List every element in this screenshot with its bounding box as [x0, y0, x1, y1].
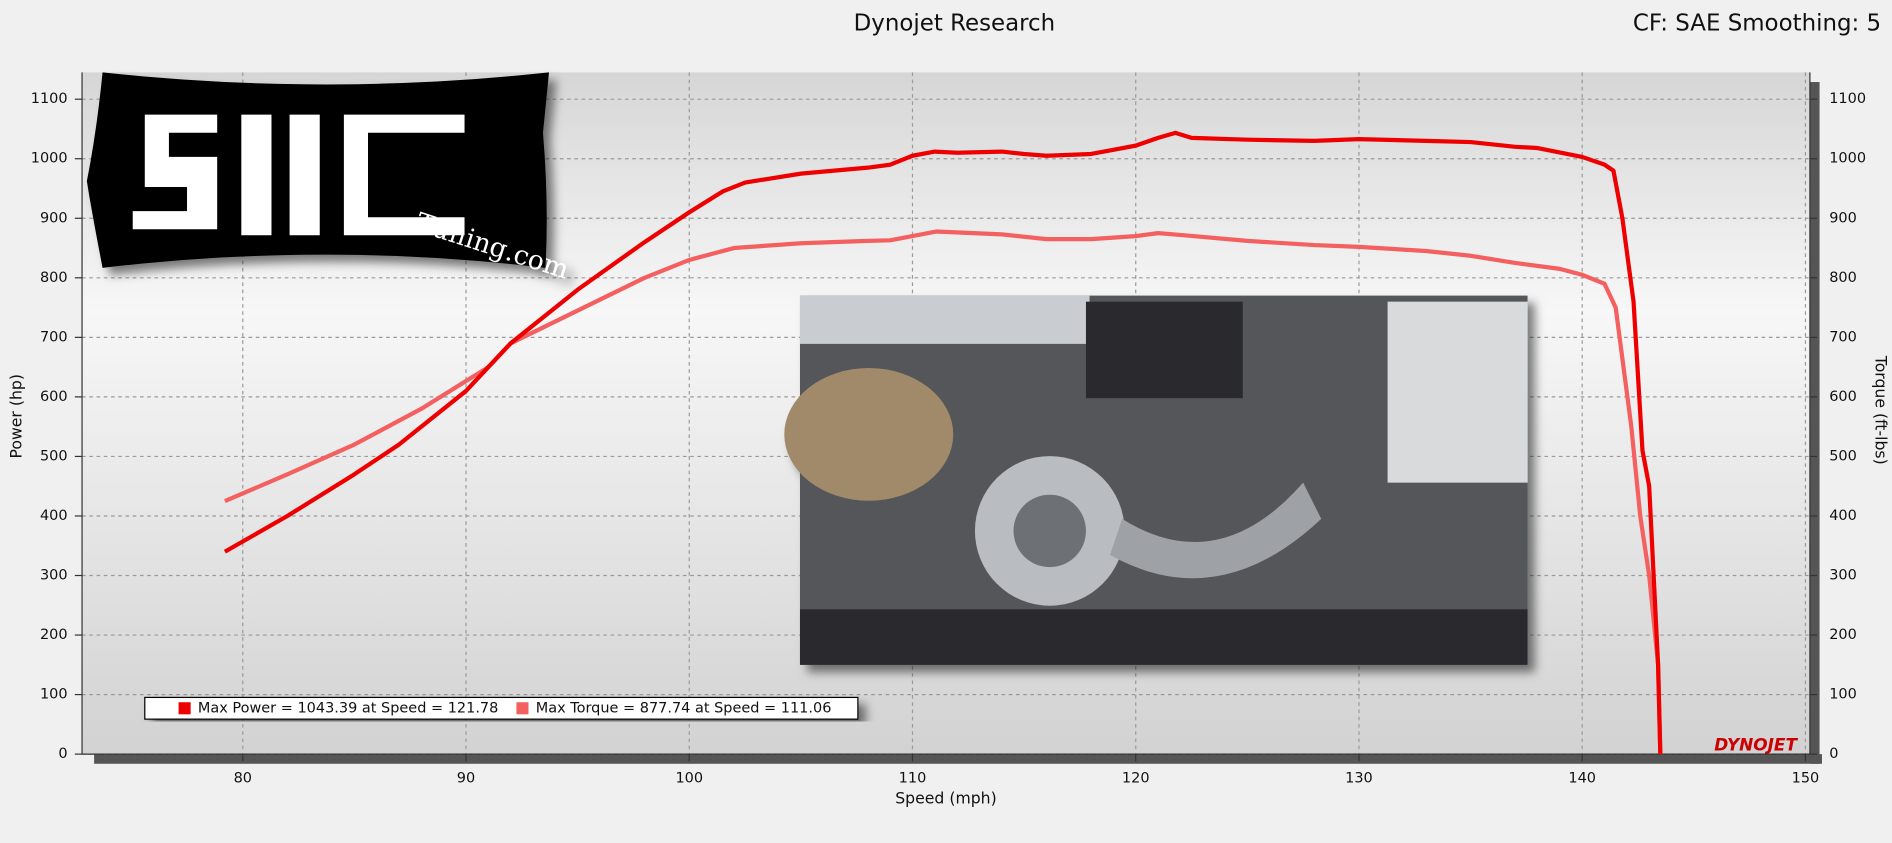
legend-label: Max Torque = 877.74 at Speed = 111.06: [536, 700, 832, 716]
y2-tick-label: 100: [1829, 687, 1857, 703]
y-tick-label: 0: [58, 746, 67, 762]
y2-tick-label: 1000: [1829, 151, 1866, 167]
y2-tick-label: 0: [1829, 746, 1838, 762]
y-tick-label: 100: [40, 687, 68, 703]
y-tick-label: 300: [40, 568, 68, 584]
x-tick-label: 120: [1122, 770, 1150, 786]
x-tick-label: 100: [675, 770, 703, 786]
y-tick-label: 700: [40, 329, 68, 345]
legend-swatch: [178, 702, 191, 715]
x-tick-label: 130: [1345, 770, 1373, 786]
y-tick-label: 500: [40, 448, 68, 464]
x-tick-label: 80: [234, 770, 252, 786]
y2-tick-label: 900: [1829, 210, 1857, 226]
y2-axis-label: Torque (ft-lbs): [1871, 355, 1890, 465]
x-tick-label: 140: [1568, 770, 1596, 786]
y2-tick-label: 600: [1829, 389, 1857, 405]
y2-tick-label: 200: [1829, 627, 1857, 643]
x-tick-label: 90: [457, 770, 475, 786]
x-tick-label: 150: [1792, 770, 1820, 786]
y-tick-label: 600: [40, 389, 68, 405]
chart-subtitle: CF: SAE Smoothing: 5: [1633, 11, 1881, 37]
line-series: [224, 229, 1663, 755]
axis-shadow: [1809, 82, 1820, 764]
logo: Tuning.com: [86, 72, 573, 286]
y2-tick-label: 400: [1829, 508, 1857, 524]
axis-shadow: [94, 754, 1822, 764]
y2-tick-label: 800: [1829, 270, 1857, 286]
x-tick-label: 110: [899, 770, 927, 786]
legend-label: Max Power = 1043.39 at Speed = 121.78: [198, 700, 498, 716]
y-tick-label: 900: [40, 210, 68, 226]
watermark: DYNOJET: [1714, 735, 1798, 755]
y-tick-label: 1000: [31, 151, 68, 167]
y2-tick-label: 300: [1829, 568, 1857, 584]
y2-tick-label: 700: [1829, 329, 1857, 345]
legend-swatch: [516, 702, 529, 715]
y2-tick-label: 1100: [1829, 91, 1866, 107]
y2-tick-label: 500: [1829, 448, 1857, 464]
y-axis-label: Power (hp): [6, 374, 25, 458]
chart-title: Dynojet Research: [854, 11, 1056, 37]
y-tick-label: 200: [40, 627, 68, 643]
y-tick-label: 800: [40, 270, 68, 286]
y-tick-label: 1100: [31, 91, 68, 107]
engine-photo: [784, 295, 1528, 665]
x-axis-label: Speed (mph): [895, 788, 996, 807]
line-series: [223, 130, 1663, 755]
y-tick-label: 400: [40, 508, 68, 524]
legend: [144, 696, 859, 720]
